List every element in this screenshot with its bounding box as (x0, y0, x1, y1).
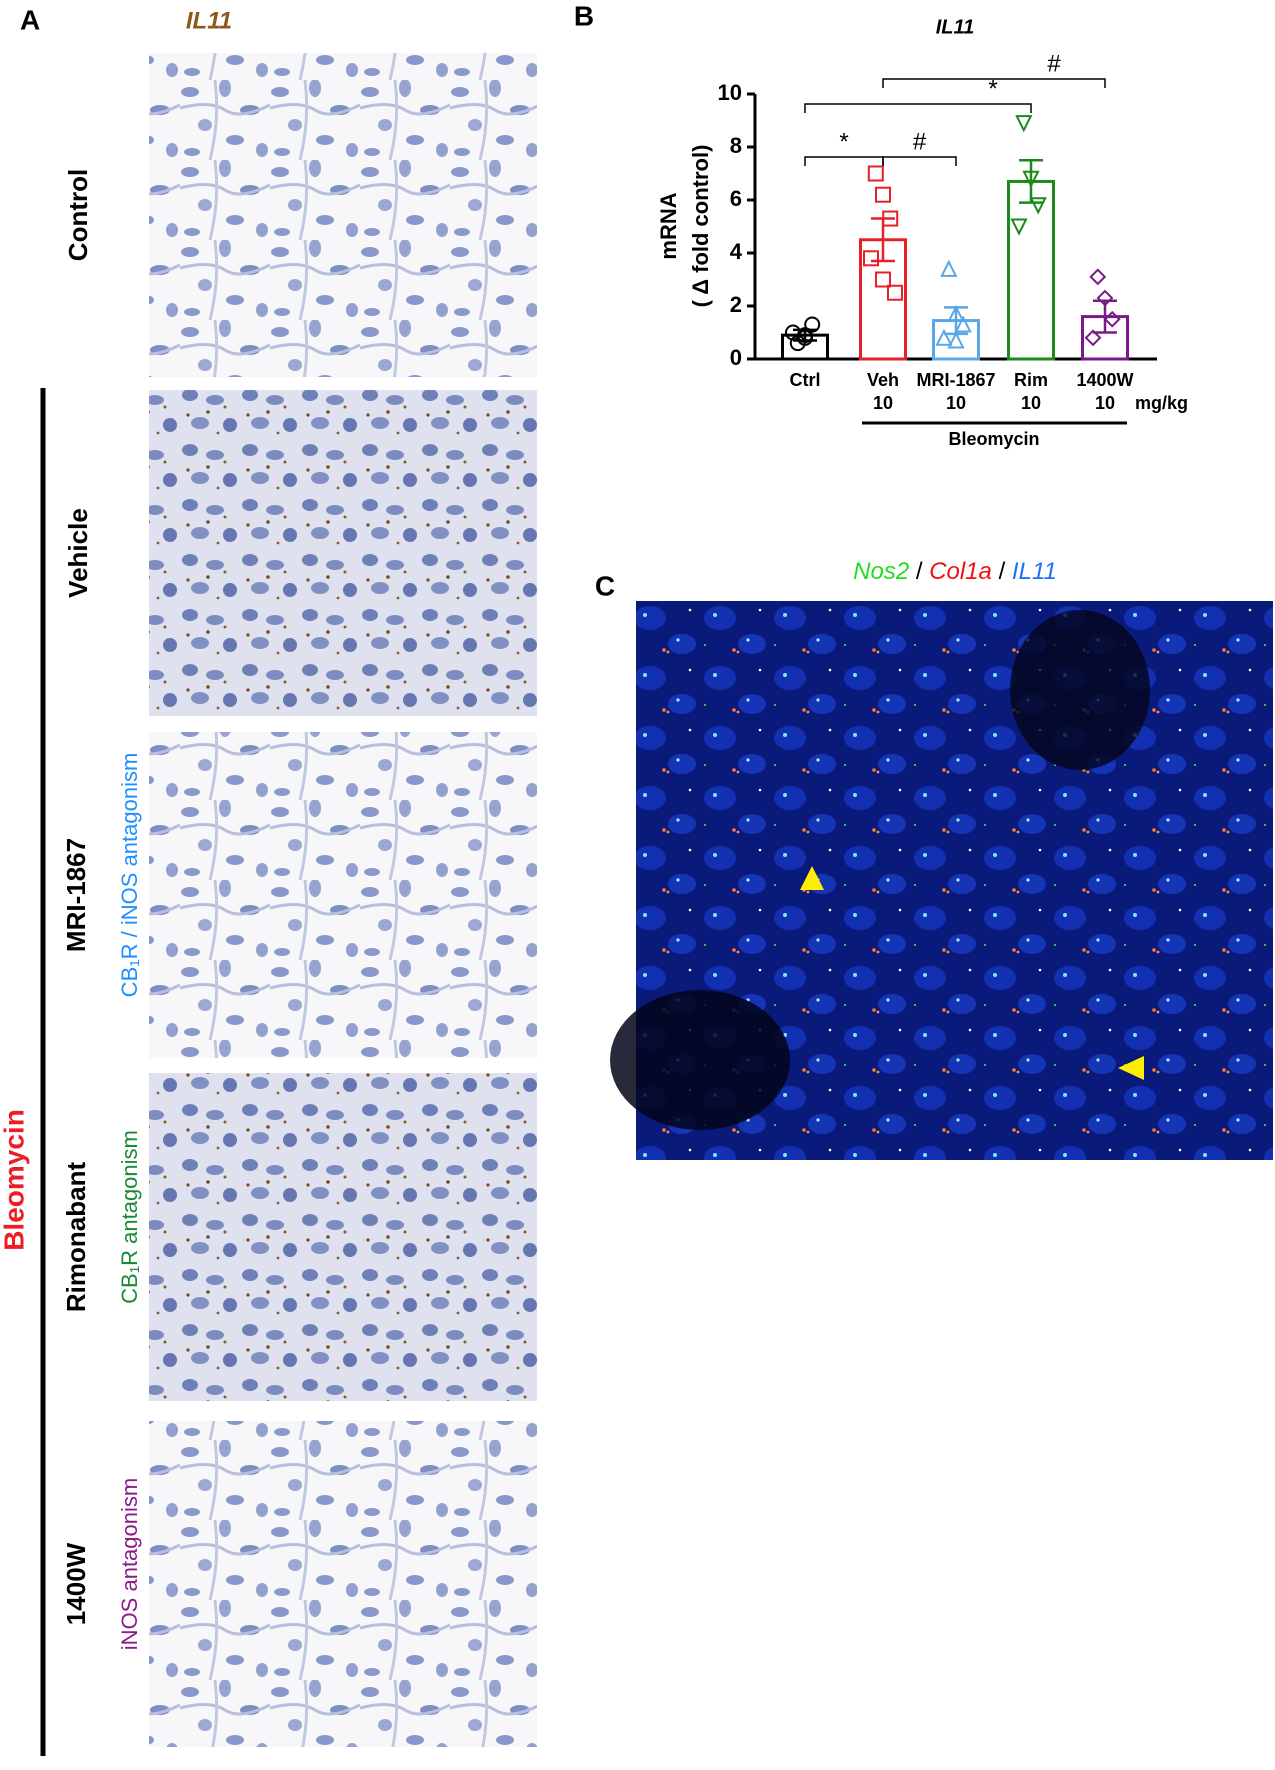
x-tick-label: Veh (867, 370, 899, 390)
arrowhead (800, 866, 824, 890)
data-point (1029, 197, 1047, 215)
title-part: Col1a (929, 558, 992, 585)
y-tick-label: 4 (730, 239, 743, 264)
data-point (867, 165, 884, 182)
significance-label: # (913, 128, 927, 155)
panel-label: A (20, 4, 40, 35)
dose-label: 10 (946, 393, 966, 413)
title-part: / (992, 558, 1012, 585)
data-point (954, 315, 972, 333)
data-point (797, 327, 813, 344)
data-point (947, 331, 965, 349)
dose-label: 10 (873, 393, 893, 413)
data-point (1096, 289, 1114, 307)
micrograph (149, 1421, 537, 1747)
significance-bracket (882, 78, 1106, 88)
significance-bracket (804, 156, 884, 166)
y-tick-label: 0 (730, 345, 742, 370)
data-point (935, 328, 953, 346)
y-axis-label: ( Δ fold control) (688, 145, 713, 308)
data-point (1015, 115, 1033, 133)
arrowhead (1118, 1056, 1144, 1080)
data-point (1089, 268, 1107, 286)
x-tick-label: Rim (1014, 370, 1048, 390)
panel-label: B (574, 0, 594, 31)
group-label: Bleomycin (948, 429, 1039, 449)
title-part: IL11 (1012, 558, 1057, 585)
micrograph (149, 1073, 537, 1401)
chart-title: IL11 (936, 16, 975, 38)
data-point (1103, 310, 1121, 328)
panel-title: Nos2 / Col1a / IL11 (853, 558, 1057, 585)
y-tick-label: 10 (718, 80, 742, 105)
y-tick-label: 8 (730, 133, 742, 158)
data-point (1022, 170, 1040, 189)
dark-region (1010, 610, 1150, 770)
dose-unit: mg/kg (1135, 393, 1188, 413)
data-point (875, 271, 891, 288)
panel-title: IL11 (186, 7, 232, 34)
panel-label: C (595, 570, 615, 601)
significance-label: * (988, 75, 997, 102)
group-label: Bleomycin (0, 1109, 29, 1251)
x-tick-label: Ctrl (790, 370, 821, 390)
row-label: Vehicle (63, 508, 93, 598)
dark-region (610, 990, 790, 1130)
row-sublabel: CB₁R / iNOS antagonism (117, 753, 142, 998)
row-sublabel: CB₁R antagonism (117, 1130, 142, 1304)
significance-bracket (882, 156, 957, 166)
data-point (863, 250, 879, 267)
data-point (887, 284, 903, 301)
row-sublabel: iNOS antagonism (117, 1478, 142, 1650)
bar (1007, 179, 1055, 361)
row-label: 1400W (61, 1542, 91, 1625)
data-point (1010, 218, 1028, 236)
row-label: Control (63, 169, 93, 261)
row-label: Rimonabant (61, 1162, 91, 1313)
row-label: MRI-1867 (61, 838, 91, 952)
y-tick-label: 6 (730, 186, 742, 211)
data-point (947, 304, 965, 322)
dose-label: 10 (1021, 393, 1041, 413)
significance-label: # (1047, 50, 1061, 77)
data-point (940, 259, 958, 277)
x-tick-label: MRI-1867 (916, 370, 995, 390)
data-point (785, 324, 801, 341)
y-axis-label: mRNA (656, 192, 681, 259)
significance-bracket (804, 103, 1032, 113)
data-point (882, 210, 899, 227)
title-part: Nos2 (853, 558, 909, 585)
micrograph (149, 390, 537, 716)
data-point (875, 186, 891, 203)
data-point (1084, 329, 1102, 347)
micrograph (149, 53, 537, 377)
dose-label: 10 (1095, 393, 1115, 413)
data-point (804, 316, 821, 333)
title-part: / (909, 558, 929, 585)
x-tick-label: 1400W (1076, 370, 1133, 390)
y-tick-label: 2 (730, 292, 742, 317)
significance-label: * (839, 128, 848, 155)
micrograph (149, 732, 537, 1058)
